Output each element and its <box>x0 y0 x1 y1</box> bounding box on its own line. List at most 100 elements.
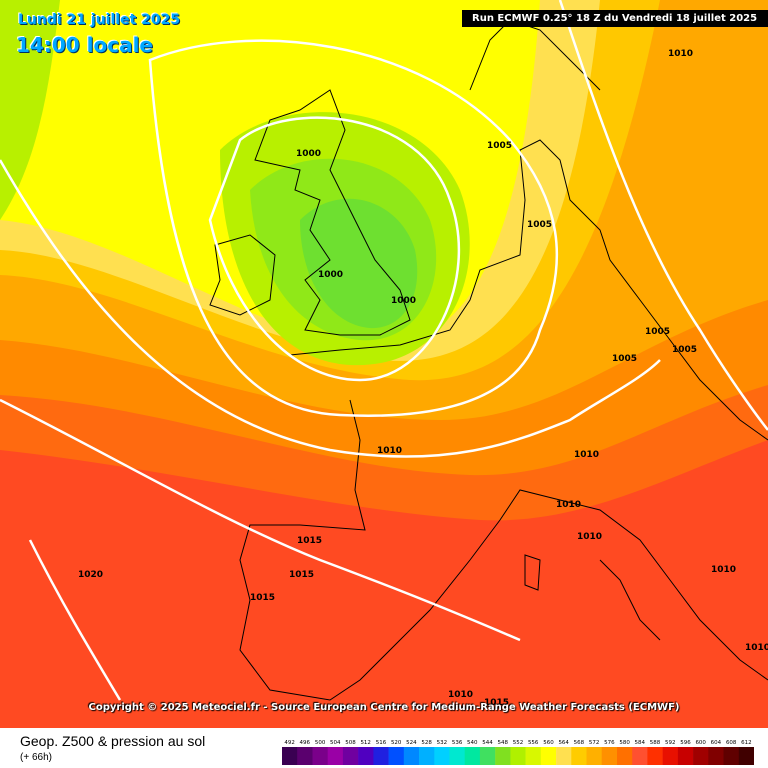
italy-outline <box>599 559 661 641</box>
scale-swatch <box>464 747 481 765</box>
scale-swatch <box>662 747 679 765</box>
scale-label: 496 <box>300 740 311 746</box>
scale-label: 552 <box>513 740 524 746</box>
scale-swatch <box>693 747 709 765</box>
isobar-label: 1015 <box>250 593 275 603</box>
scale-label: 608 <box>726 740 737 746</box>
scale-swatch <box>297 747 313 765</box>
copyright-notice: Copyright © 2025 Meteociel.fr - Source E… <box>88 702 680 713</box>
isobar-1000 <box>208 116 460 382</box>
isobar-1005 <box>148 39 559 417</box>
scale-swatch <box>708 747 724 765</box>
scale-label: 544 <box>482 740 493 746</box>
scale-label: 584 <box>635 740 646 746</box>
scale-label: 508 <box>345 740 356 746</box>
scale-label: 592 <box>665 740 676 746</box>
isobar-label: 1005 <box>612 354 637 364</box>
forecast-date: Lundi 21 juillet 2025 <box>18 12 181 28</box>
scale-label: 520 <box>391 740 402 746</box>
weather-map: 1000 1000 1000 1005 1005 1005 1005 1005 … <box>0 0 768 728</box>
scale-label: 580 <box>619 740 630 746</box>
scale-label: 588 <box>650 740 661 746</box>
isobar-label: 1020 <box>78 570 103 580</box>
isobar-label: 1010 <box>556 500 581 510</box>
ireland-outline <box>209 234 276 316</box>
scale-label: 528 <box>421 740 432 746</box>
isobar-1015-west <box>0 398 521 642</box>
scale-swatch <box>677 747 694 765</box>
scale-label: 596 <box>680 740 691 746</box>
isobar-1010-east <box>558 0 768 431</box>
isobar-lines <box>0 0 768 701</box>
scale-swatch <box>449 747 465 765</box>
isobar-1010-west <box>0 159 661 458</box>
scale-swatch <box>723 747 739 765</box>
scale-label: 576 <box>604 740 615 746</box>
scale-swatch <box>358 747 374 765</box>
scale-swatch <box>601 747 618 765</box>
isobar-label: 1010 <box>577 532 602 542</box>
scale-swatch <box>510 747 526 765</box>
scale-swatch <box>647 747 663 765</box>
scale-swatch <box>312 747 328 765</box>
scale-label: 500 <box>315 740 326 746</box>
continent-north-coast <box>289 139 768 441</box>
isobar-labels: 1000 1000 1000 1005 1005 1005 1005 1005 … <box>78 49 768 708</box>
isobar-label: 1010 <box>711 565 736 575</box>
model-run-banner: Run ECMWF 0.25° 18 Z du Vendredi 18 juil… <box>462 10 768 27</box>
scale-swatch <box>282 747 298 765</box>
isobar-label: 1010 <box>668 49 693 59</box>
scale-label: 604 <box>711 740 722 746</box>
scale-swatch <box>479 747 496 765</box>
scale-label: 548 <box>498 740 509 746</box>
scale-swatch <box>388 747 405 765</box>
scale-swatch <box>373 747 389 765</box>
isobar-label: 1000 <box>391 296 416 306</box>
scale-swatch <box>419 747 435 765</box>
isobar-label: 1010 <box>574 450 599 460</box>
isobar-label: 1005 <box>527 220 552 230</box>
scale-label: 524 <box>406 740 417 746</box>
isobar-label: 1015 <box>484 698 509 708</box>
isobar-label: 1010 <box>448 690 473 700</box>
z500-band-lime-west <box>0 0 60 220</box>
scale-swatch <box>738 747 754 765</box>
scale-label: 512 <box>360 740 371 746</box>
isobar-label: 1000 <box>318 270 343 280</box>
scale-swatch <box>617 747 633 765</box>
isobar-label: 1005 <box>672 345 697 355</box>
scale-label: 516 <box>376 740 387 746</box>
scale-swatch <box>434 747 450 765</box>
isobar-label: 1015 <box>289 570 314 580</box>
scale-swatch <box>327 747 344 765</box>
scale-swatch <box>586 747 602 765</box>
forecast-time: 14:00 locale <box>16 33 153 57</box>
isobar-label: 1015 <box>297 536 322 546</box>
scale-label: 568 <box>574 740 585 746</box>
continent-south-coast <box>239 399 768 701</box>
forecast-range: (+ 66h) <box>20 752 52 763</box>
scale-label: 612 <box>741 740 752 746</box>
scale-label: 540 <box>467 740 478 746</box>
isobar-label: 1005 <box>645 327 670 337</box>
scale-swatch <box>571 747 587 765</box>
scale-label: 560 <box>543 740 554 746</box>
scale-swatch <box>632 747 648 765</box>
scale-swatch <box>540 747 557 765</box>
scale-swatch <box>525 747 542 765</box>
coastlines <box>209 19 768 701</box>
scale-label: 564 <box>558 740 569 746</box>
scale-label: 532 <box>437 740 448 746</box>
scale-swatch <box>556 747 572 765</box>
scale-swatch <box>403 747 420 765</box>
color-scale-legend: 492 496 500 504 508 512 516 520 524 528 532 536 540 5… <box>282 740 754 765</box>
scale-label: 556 <box>528 740 539 746</box>
scale-label: 572 <box>589 740 600 746</box>
scale-label: 492 <box>284 740 295 746</box>
isobar-1020 <box>28 539 122 701</box>
scale-label: 504 <box>330 740 341 746</box>
great-britain-outline <box>254 89 411 336</box>
map-title: Geop. Z500 & pression au sol <box>20 733 206 749</box>
z500-band-green-core <box>300 198 418 329</box>
isobar-label: 1005 <box>487 141 512 151</box>
